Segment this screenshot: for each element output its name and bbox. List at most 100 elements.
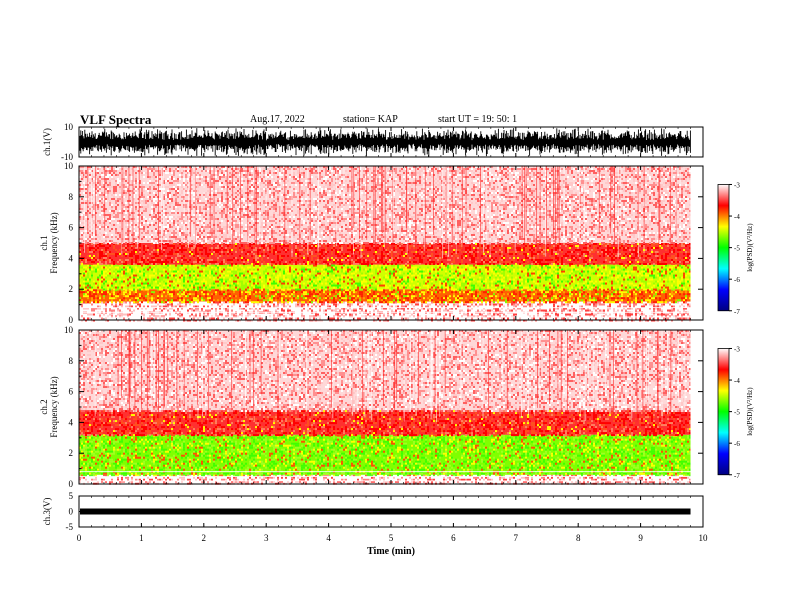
ch1-spec-cell bbox=[173, 318, 175, 320]
ch1-spec-cell bbox=[309, 318, 311, 320]
ch1-spec-cell bbox=[411, 314, 413, 316]
ch1-spec-cell bbox=[295, 310, 297, 312]
ch1-spec-cell bbox=[163, 314, 165, 316]
ch1-spec-cell bbox=[565, 314, 567, 316]
ch1-spec-cell bbox=[497, 306, 499, 308]
ch1-spec-cell bbox=[521, 304, 523, 306]
ch1-spec-cell bbox=[385, 318, 387, 320]
ch1-spec-cell bbox=[351, 310, 353, 312]
ch1-spec-cell bbox=[581, 318, 583, 320]
ch1-spec-cell bbox=[371, 306, 373, 308]
ch1-spec-cell bbox=[393, 310, 395, 312]
ch1-spec-cell bbox=[181, 314, 183, 316]
ch1-spec-cell bbox=[493, 304, 495, 306]
ch1-spec-cell bbox=[487, 306, 489, 308]
ch1-spec-cell bbox=[541, 318, 543, 320]
ch1-spec-cell bbox=[559, 302, 561, 304]
ch1-spec-cell bbox=[545, 314, 547, 316]
ch1-spec-cell bbox=[287, 310, 289, 312]
ch1-spec-cell bbox=[337, 318, 339, 320]
ch1-spec-cell bbox=[529, 310, 531, 312]
ch1-spec-cell bbox=[135, 306, 137, 308]
ch1-spec-cell bbox=[285, 302, 287, 304]
ch1-spec-cell bbox=[397, 318, 399, 320]
ch1-spec-cell bbox=[473, 304, 475, 306]
ch1-spec-cell bbox=[215, 302, 217, 304]
ch1-spec-cell bbox=[435, 318, 437, 320]
ch1-spec-cell bbox=[283, 306, 285, 308]
ch1-spec-cell bbox=[341, 314, 343, 316]
ch1-spec-cell bbox=[305, 302, 307, 304]
ch1-spec-cell bbox=[141, 314, 143, 316]
ch1-spec-cell bbox=[537, 314, 539, 316]
ch1-spec-cell bbox=[273, 304, 275, 306]
ch1-spec-cell bbox=[507, 304, 509, 306]
ch1-spec-cell bbox=[537, 306, 539, 308]
ch1-spec-cell bbox=[377, 304, 379, 306]
ch1-spec-cell bbox=[487, 318, 489, 320]
ch1-spec-cell bbox=[341, 304, 343, 306]
ch1-spec-cell bbox=[105, 302, 107, 304]
ch1-spec-cell bbox=[179, 318, 181, 320]
ch1-spec-cell bbox=[183, 314, 185, 316]
ch1-spec-cell bbox=[193, 306, 195, 308]
ch1-spec-cell bbox=[539, 304, 541, 306]
ch1-spec-cell bbox=[177, 314, 179, 316]
ch1-spec-cell bbox=[137, 304, 139, 306]
ch1-spec-cell bbox=[249, 310, 251, 312]
ch1-spec-cell bbox=[525, 304, 527, 306]
ch1-spec-cell bbox=[223, 318, 225, 320]
ch1-spec-cell bbox=[521, 302, 523, 304]
ch1-spec-cell bbox=[245, 306, 247, 308]
ch1-spec-cell bbox=[109, 306, 111, 308]
ch1-spec-cell bbox=[561, 306, 563, 308]
ch1-spec-cell bbox=[101, 310, 103, 312]
ch1-spec-cell bbox=[281, 304, 283, 306]
ch1-spec-cell bbox=[355, 318, 357, 320]
ch1-spec-cell bbox=[321, 304, 323, 306]
ch1-spec-cell bbox=[367, 304, 369, 306]
ch1-spec-cell bbox=[283, 304, 285, 306]
ch1-spec-cell bbox=[481, 314, 483, 316]
ch1-spec-cell bbox=[163, 306, 165, 308]
ch1-spec-cell bbox=[291, 314, 293, 316]
ch1-spec-cell bbox=[301, 314, 303, 316]
ch1-spec-cell bbox=[557, 306, 559, 308]
ch1-spec-cell bbox=[213, 318, 215, 320]
ch1-spec-cell bbox=[93, 314, 95, 316]
ch1-spec-cell bbox=[279, 302, 281, 304]
ch1-spec-cell bbox=[385, 306, 387, 308]
ch1-spec-cell bbox=[159, 318, 161, 320]
ch1-spec-cell bbox=[277, 314, 279, 316]
ch1-spec-cell bbox=[335, 310, 337, 312]
ch1-spec-cell bbox=[413, 306, 415, 308]
ch1-spec-cell bbox=[349, 314, 351, 316]
ch1-spec-cell bbox=[95, 314, 97, 316]
ch1-spec-cell bbox=[491, 306, 493, 308]
ch1-spec-cell bbox=[411, 306, 413, 308]
ch1-spec-cell bbox=[263, 306, 265, 308]
ch1-spec-cell bbox=[515, 306, 517, 308]
ch1-spec-cell bbox=[91, 306, 93, 308]
ch1-spec-cell bbox=[469, 306, 471, 308]
ch1-spec-cell bbox=[95, 306, 97, 308]
ch1-spec-cell bbox=[535, 306, 537, 308]
ch1-spec-cell bbox=[337, 314, 339, 316]
ch1-spec-cell bbox=[297, 318, 299, 320]
ch1-spec-cell bbox=[561, 302, 563, 304]
ch1-spec-cell bbox=[189, 304, 191, 306]
ch1-spec-cell bbox=[507, 306, 509, 308]
ch1-spec-cell bbox=[503, 306, 505, 308]
ch1-spec-cell bbox=[355, 310, 357, 312]
ch1-spec-cell bbox=[129, 302, 131, 304]
ch1-spec-cell bbox=[529, 304, 531, 306]
ch1-spec-cell bbox=[431, 314, 433, 316]
ch1-spec-cell bbox=[99, 306, 101, 308]
ch1-spec-cell bbox=[369, 304, 371, 306]
ch1-spec-cell bbox=[387, 314, 389, 316]
ch1-spec-cell bbox=[387, 306, 389, 308]
ch1-spec-cell bbox=[367, 314, 369, 316]
ch1-spec-cell bbox=[285, 318, 287, 320]
ch1-spec-cell bbox=[333, 304, 335, 306]
ch1-spec-cell bbox=[309, 306, 311, 308]
